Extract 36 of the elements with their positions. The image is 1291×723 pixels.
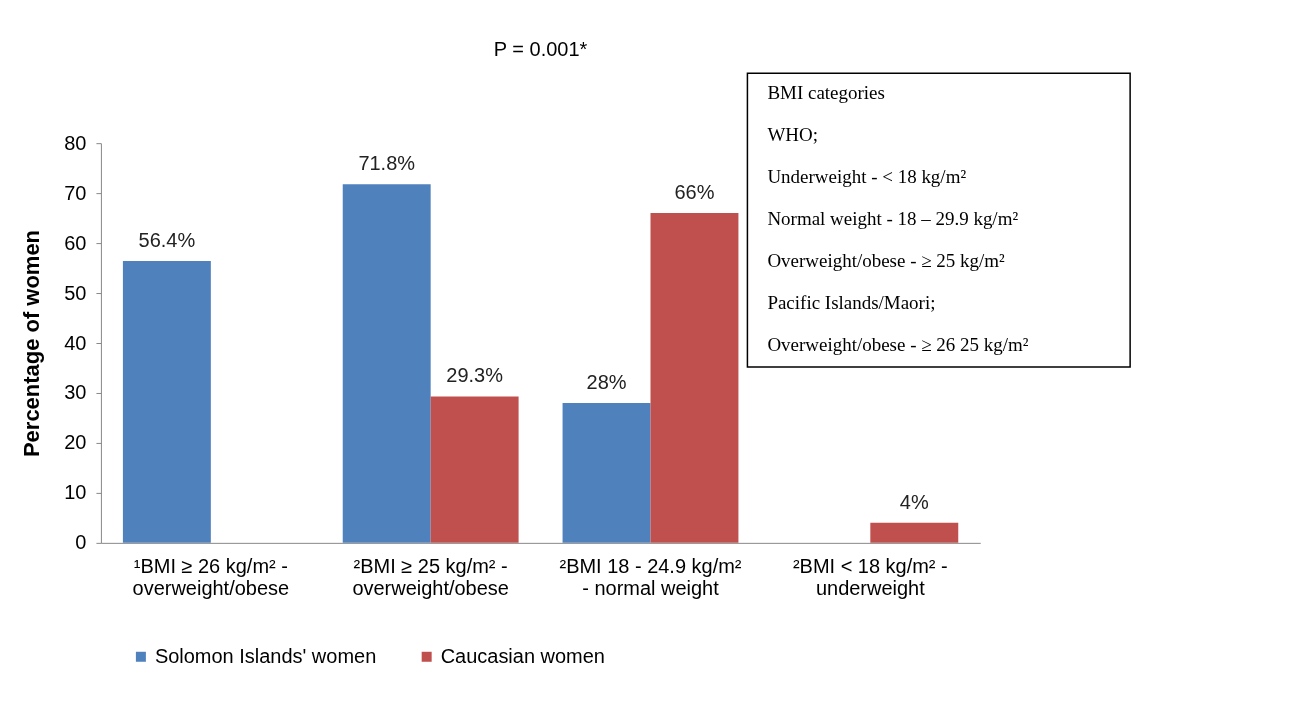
annotation: Overweight/obese - ≥ 25 kg/m² (767, 250, 1006, 272)
y-tick-label: 50 (64, 281, 87, 304)
annotation: WHO; (767, 124, 818, 146)
bar (562, 402, 651, 543)
y-tick-label: 70 (64, 181, 87, 204)
bar (430, 396, 519, 543)
x-tick-label: ²BMI ≥ 25 kg/m² - overweight/obese (352, 555, 509, 600)
annotation: Overweight/obese - ≥ 26 25 kg/m² (767, 334, 1029, 355)
bar (650, 213, 739, 543)
y-tick-label: 30 (64, 381, 87, 404)
data-label: 4% (899, 490, 929, 513)
text: BMI categories (767, 82, 885, 104)
x-tick-label: ¹BMI ≥ 26 kg/m² - overweight/obese (132, 555, 290, 600)
bar (122, 261, 211, 543)
y-tick-label: 60 (64, 231, 87, 254)
bar (342, 184, 431, 543)
data-label: 28% (586, 370, 627, 393)
x-tick-label: ²BMI 18 - 24.9 kg/m² - normal weight (559, 555, 742, 600)
y-tick-label: 0 (75, 531, 87, 554)
annotation: Pacific Islands/Maori; (767, 292, 936, 314)
data-label: 29.3% (446, 364, 504, 387)
data-label: 56.4% (138, 229, 196, 252)
annotation: Underweight - < 18 kg/m² (767, 166, 967, 188)
legend-label: Caucasian women (440, 644, 605, 667)
bar (870, 522, 959, 543)
x-tick-label: ²BMI < 18 kg/m² - underweight (792, 555, 948, 600)
y-tick-label: 40 (64, 331, 87, 354)
annotation: Normal weight - 18 – 29.9 kg/m² (767, 208, 1019, 230)
data-label: 71.8% (358, 152, 416, 175)
legend-label: Solomon Islands' women (154, 644, 377, 667)
y-tick-label: 20 (64, 431, 87, 454)
chart-title: P = 0.001* (493, 38, 588, 61)
y-axis-title: Percentage of women (19, 229, 45, 458)
data-label: 66% (674, 181, 715, 204)
y-tick-label: 80 (64, 131, 87, 154)
y-tick-label: 10 (64, 481, 87, 504)
